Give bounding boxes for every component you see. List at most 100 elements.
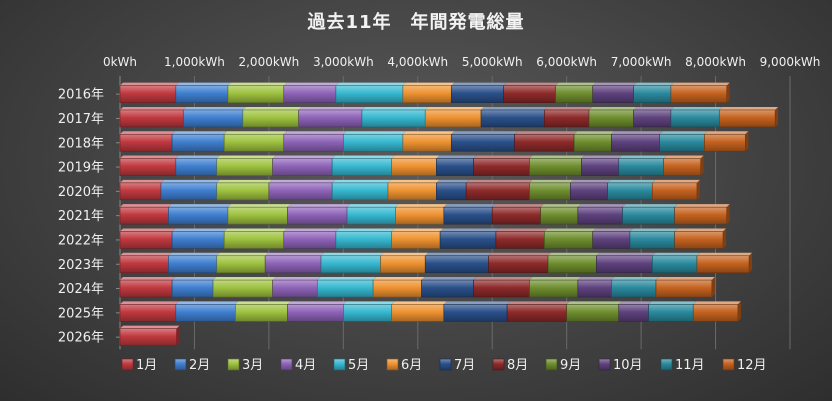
bar-segment (395, 206, 445, 225)
bar-top-face (172, 131, 228, 135)
bar-top-face (555, 82, 596, 86)
x-tick-label: 2,000kWh (238, 55, 299, 69)
bar-segment (216, 182, 270, 201)
bar-top-face (120, 252, 172, 256)
bar-top-face (332, 155, 395, 159)
bar-top-face (548, 252, 600, 256)
bar-segment (443, 206, 493, 225)
bar-side-face (696, 179, 700, 200)
bar-segment (272, 158, 333, 176)
bar-top-face (544, 106, 592, 110)
legend-label: 3月 (242, 358, 263, 373)
bar-top-face (421, 277, 477, 281)
bar-segment (547, 255, 597, 274)
legend-label: 4月 (295, 358, 316, 373)
bar-top-face (529, 179, 574, 183)
bar-top-face (451, 131, 518, 135)
bar-segment (160, 182, 218, 201)
bar-segment (611, 133, 661, 152)
bar-top-face (507, 301, 570, 305)
bar-segment (119, 133, 173, 152)
bar-segment (529, 158, 582, 176)
bar-segment (674, 231, 724, 249)
legend-item: 10月 (598, 358, 643, 373)
bar-top-face (495, 228, 548, 232)
bar-top-face (175, 155, 220, 159)
bar-top-face (120, 106, 187, 110)
category-label: 2026年 (58, 331, 104, 346)
bar-top-face (168, 252, 220, 256)
bar-top-face (120, 277, 176, 281)
bar-top-face (175, 82, 231, 86)
bar-top-face (332, 179, 391, 183)
bar-side-face (749, 252, 753, 273)
bar-top-face (227, 82, 287, 86)
bar-top-face (361, 106, 429, 110)
bar-top-face (402, 82, 455, 86)
bar-segment (402, 85, 452, 103)
bar-segment (659, 133, 705, 152)
bar-top-face (388, 179, 440, 183)
legend-item: 8月 (492, 358, 528, 373)
bar-top-face (663, 155, 704, 159)
bar-top-face (216, 252, 269, 256)
bar-top-face (648, 301, 697, 305)
bar-top-face (242, 106, 302, 110)
bar-top-face (488, 252, 552, 256)
bar-segment (335, 231, 393, 249)
bar-top-face (696, 252, 753, 256)
bar-top-face (395, 204, 447, 208)
bar-segment (119, 109, 184, 128)
bar-top-face (287, 301, 347, 305)
bar-segment (212, 279, 273, 298)
x-tick-label: 9,000kWh (760, 55, 821, 69)
bar-segment (450, 133, 515, 152)
bar-top-face (272, 277, 321, 281)
bar-segment (320, 255, 381, 274)
bar-top-face (120, 155, 179, 159)
bar-top-face (481, 106, 548, 110)
bar-top-face (120, 82, 179, 86)
bar-segment (607, 182, 653, 201)
bar-segment (283, 231, 337, 249)
bar-segment (391, 158, 437, 176)
bar-top-face (120, 228, 176, 232)
bar-segment (175, 304, 236, 322)
legend-swatch (439, 358, 452, 371)
category-label: 2019年 (58, 161, 104, 176)
legend-item: 5月 (333, 358, 369, 373)
bar-segment (633, 85, 672, 103)
bar-segment (175, 158, 218, 176)
bar-top-face (216, 179, 272, 183)
bar-side-face (726, 82, 730, 103)
bar-side-face (775, 106, 779, 127)
bar-segment (588, 109, 634, 128)
bar-segment (592, 231, 631, 249)
legend-swatch (227, 358, 240, 371)
bar-segment (119, 304, 177, 322)
bar-segment (439, 231, 497, 249)
bar-segment (573, 133, 612, 152)
bar-segment (611, 279, 657, 298)
bar-segment (119, 182, 162, 201)
bar-top-face (674, 204, 730, 208)
bar-top-face (529, 277, 581, 281)
bar-top-face (216, 155, 276, 159)
bar-segment (663, 158, 701, 176)
bar-segment (670, 109, 720, 128)
bar-top-face (120, 301, 179, 305)
legend-label: 8月 (507, 358, 528, 373)
bar-segment (387, 182, 437, 201)
category-label: 2022年 (58, 233, 104, 248)
bar-top-face (656, 277, 715, 281)
legend-swatch (386, 358, 399, 371)
bar-top-face (443, 301, 511, 305)
bar-top-face (443, 204, 496, 208)
bar-top-face (120, 131, 176, 135)
category-label: 2017年 (58, 112, 104, 127)
bar-segment (581, 158, 620, 176)
bar-segment (119, 231, 173, 249)
bar-segment (421, 279, 474, 298)
